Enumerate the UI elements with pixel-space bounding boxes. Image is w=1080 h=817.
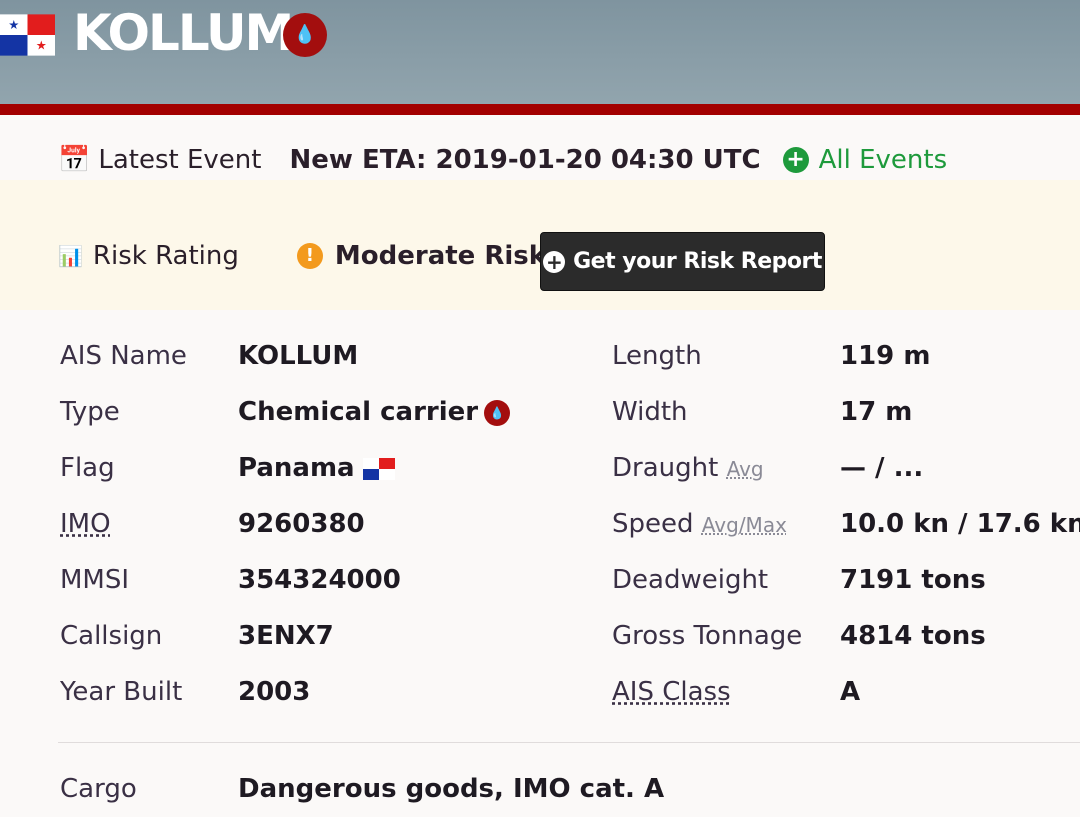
detail-label: Callsign (60, 621, 163, 651)
risk-row: 📊 Risk Rating ! Moderate Risk (58, 241, 546, 271)
detail-label-text: Width (612, 397, 688, 427)
detail-value-text: KOLLUM (238, 341, 359, 371)
detail-value-text: Chemical carrier (238, 397, 479, 427)
panama-flag-icon: ★ ★ (0, 14, 55, 56)
detail-label-text: Deadweight (612, 565, 769, 595)
detail-value: 10.0 kn / 17.6 kn (840, 509, 1080, 539)
detail-value: Chemical carrier 💧 (238, 397, 511, 427)
detail-value: 2003 (238, 677, 310, 707)
detail-label: Type (60, 397, 120, 427)
get-risk-report-button[interactable]: + Get your Risk Report (540, 232, 825, 291)
detail-value: 354324000 (238, 565, 401, 595)
detail-value: 119 m (840, 341, 931, 371)
detail-value: A (840, 677, 861, 707)
bar-chart-icon: 📊 (58, 244, 83, 268)
risk-level: Moderate Risk (334, 241, 547, 271)
detail-value: 17 m (840, 397, 913, 427)
plus-circle-icon: + (782, 147, 809, 173)
risk-rating-label: Risk Rating (92, 241, 239, 271)
cargo-value: Dangerous goods, IMO cat. A (238, 774, 665, 804)
detail-value: KOLLUM (238, 341, 358, 371)
latest-event-row: 📅 Latest Event New ETA: 2019-01-20 04:30… (58, 145, 947, 175)
detail-label: Width (612, 397, 688, 427)
divider (58, 742, 1080, 743)
detail-value: 3ENX7 (238, 621, 334, 651)
detail-label: Length (612, 341, 702, 371)
vessel-header (0, 0, 1080, 106)
detail-value: 7191 tons (840, 565, 986, 595)
detail-value-text: 354324000 (238, 565, 401, 595)
detail-sublabel: Avg/Max (701, 513, 787, 537)
detail-label: Year Built (60, 677, 183, 707)
detail-label-text: Gross Tonnage (612, 621, 803, 651)
panama-flag-icon (362, 457, 395, 480)
detail-value: — / ... (840, 453, 924, 483)
detail-label: Draught Avg (612, 453, 764, 483)
detail-value-text: 3ENX7 (238, 621, 334, 651)
dangerous-goods-icon: 💧 (484, 399, 511, 426)
detail-label: Speed Avg/Max (612, 509, 787, 539)
get-risk-report-label: Get your Risk Report (573, 249, 822, 274)
detail-label-text: AIS Class (612, 677, 731, 707)
detail-label: AIS Class (612, 677, 731, 707)
svg-text:★: ★ (8, 18, 19, 32)
cargo-label: Cargo (60, 774, 137, 804)
detail-label: Gross Tonnage (612, 621, 802, 651)
calendar-check-icon: 📅 (58, 145, 91, 175)
latest-event-label: Latest Event (98, 145, 262, 175)
detail-value: Panama (238, 453, 395, 483)
detail-value-text: 9260380 (238, 509, 365, 539)
svg-text:★: ★ (36, 38, 47, 52)
vessel-name-title: KOLLUM (73, 4, 294, 62)
detail-value: 9260380 (238, 509, 365, 539)
detail-label-text: Draught (612, 453, 719, 483)
detail-label-text: Length (612, 341, 702, 371)
detail-value-text: 2003 (238, 677, 311, 707)
detail-label: MMSI (60, 565, 130, 595)
all-events-label: All Events (818, 145, 948, 175)
all-events-link[interactable]: + All Events (782, 145, 948, 175)
detail-value-text: Panama (238, 453, 355, 483)
detail-value: 4814 tons (840, 621, 986, 651)
detail-label-text: Speed (612, 509, 694, 539)
warning-icon: ! (296, 243, 323, 269)
detail-label: IMO (60, 509, 111, 539)
plus-circle-icon: + (543, 250, 566, 273)
latest-event-text: New ETA: 2019-01-20 04:30 UTC (289, 145, 761, 175)
detail-label: AIS Name (60, 341, 187, 371)
header-divider (0, 104, 1080, 115)
dangerous-goods-icon: 💧 (283, 13, 327, 57)
detail-label: Deadweight (612, 565, 768, 595)
detail-label: Flag (60, 453, 115, 483)
detail-sublabel: Avg (726, 457, 764, 481)
